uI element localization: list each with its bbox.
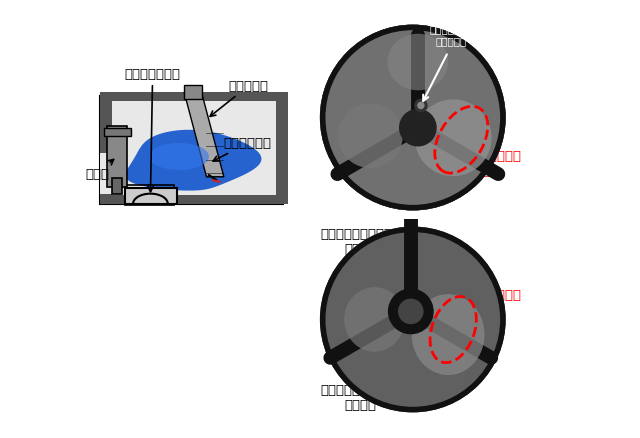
- Polygon shape: [388, 35, 448, 91]
- Text: 冷却損失の低い噴流の
伝ぱ火炎: 冷却損失の低い噴流の 伝ぱ火炎: [320, 383, 400, 411]
- Text: 火炎の壁面衝突が
高い: 火炎の壁面衝突が 高い: [457, 150, 521, 178]
- Text: 冷却損失の高い噴流の
伝ぱ火炎: 冷却損失の高い噴流の 伝ぱ火炎: [320, 228, 400, 256]
- Circle shape: [418, 103, 424, 109]
- Circle shape: [399, 300, 423, 324]
- Circle shape: [320, 227, 506, 413]
- Text: ノズルキャップ: ノズルキャップ: [125, 68, 180, 192]
- Bar: [125, 188, 174, 205]
- Bar: [184, 86, 202, 100]
- Bar: [104, 128, 131, 137]
- Circle shape: [317, 22, 509, 214]
- Bar: [112, 179, 122, 194]
- Circle shape: [399, 110, 436, 146]
- Bar: [108, 127, 127, 187]
- Text: ノズルキャップ
点火プラグ: ノズルキャップ 点火プラグ: [429, 24, 473, 46]
- Polygon shape: [125, 131, 261, 191]
- Bar: [100, 93, 112, 204]
- Circle shape: [320, 25, 506, 211]
- Bar: [125, 185, 174, 205]
- Circle shape: [388, 290, 433, 334]
- Bar: [100, 196, 284, 204]
- Polygon shape: [184, 93, 224, 177]
- Bar: [100, 93, 284, 102]
- Text: 水素混合気塊: 水素混合気塊: [213, 137, 272, 162]
- FancyBboxPatch shape: [125, 188, 177, 205]
- Text: 噴射弁: 噴射弁: [85, 160, 114, 180]
- Bar: [276, 93, 289, 204]
- Polygon shape: [344, 287, 404, 352]
- Polygon shape: [150, 144, 209, 170]
- Text: 点火プラグ: 点火プラグ: [210, 80, 269, 117]
- Polygon shape: [338, 104, 403, 169]
- Polygon shape: [412, 295, 484, 375]
- FancyBboxPatch shape: [100, 96, 284, 204]
- Text: 火炎の壁面衝突が
少ない: 火炎の壁面衝突が 少ない: [457, 288, 521, 316]
- Circle shape: [415, 100, 427, 112]
- FancyBboxPatch shape: [106, 100, 277, 200]
- Polygon shape: [415, 100, 492, 177]
- Bar: [100, 154, 112, 194]
